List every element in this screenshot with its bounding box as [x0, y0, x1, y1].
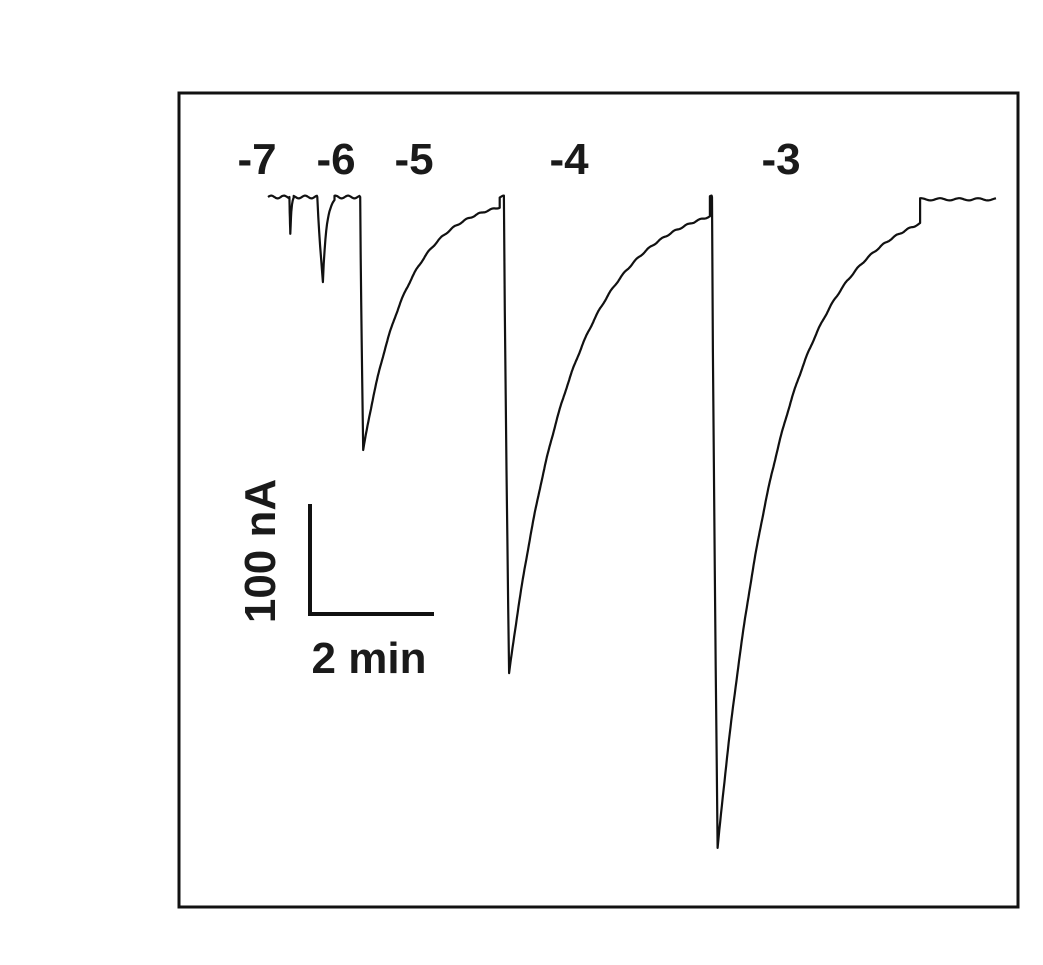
concentration-label: -3: [761, 135, 800, 184]
current-trace: [267, 194, 997, 849]
scale-bar-vertical-label: 100 nA: [236, 479, 285, 623]
concentration-label: -4: [549, 135, 589, 184]
scale-bar: 100 nA 2 min: [236, 479, 434, 683]
concentration-label: -6: [316, 135, 355, 184]
scale-bar-horizontal-label: 2 min: [312, 634, 427, 683]
concentration-label: -5: [394, 135, 433, 184]
concentration-label: -7: [237, 135, 276, 184]
plot-frame: [177, 91, 1020, 909]
